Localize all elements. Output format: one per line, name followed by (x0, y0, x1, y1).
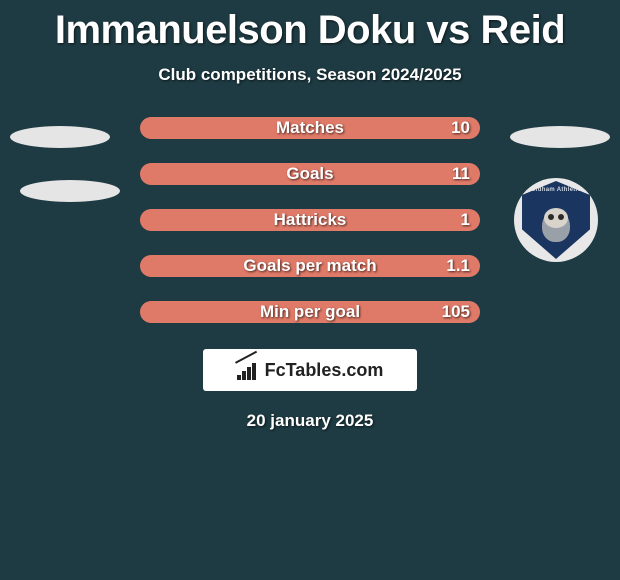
stat-label: Goals per match (243, 256, 376, 276)
stat-value-right: 10 (451, 118, 470, 138)
stat-label: Hattricks (274, 210, 347, 230)
owl-icon (536, 202, 576, 246)
stat-bar: Matches 10 (140, 117, 480, 139)
stat-value-right: 105 (442, 302, 470, 322)
left-player-placeholder-2 (20, 180, 120, 202)
club-badge: Oldham Athletic (514, 178, 598, 262)
stat-bar: Hattricks 1 (140, 209, 480, 231)
stat-value-right: 1 (461, 210, 470, 230)
branding-box: FcTables.com (203, 349, 417, 391)
page-subtitle: Club competitions, Season 2024/2025 (0, 65, 620, 85)
stat-label: Goals (286, 164, 333, 184)
stat-bar: Goals 11 (140, 163, 480, 185)
branding-text: FcTables.com (265, 360, 384, 381)
stat-label: Min per goal (260, 302, 360, 322)
date-label: 20 january 2025 (0, 411, 620, 431)
page-title: Immanuelson Doku vs Reid (0, 0, 620, 53)
left-player-placeholder-1 (10, 126, 110, 148)
right-player-placeholder (510, 126, 610, 148)
club-shield: Oldham Athletic (522, 181, 590, 259)
branding-chart-icon (237, 360, 259, 380)
stat-bar: Goals per match 1.1 (140, 255, 480, 277)
stat-value-right: 1.1 (446, 256, 470, 276)
stat-label: Matches (276, 118, 344, 138)
stat-bar: Min per goal 105 (140, 301, 480, 323)
club-badge-text: Oldham Athletic (531, 187, 581, 193)
stat-value-right: 11 (452, 164, 470, 184)
